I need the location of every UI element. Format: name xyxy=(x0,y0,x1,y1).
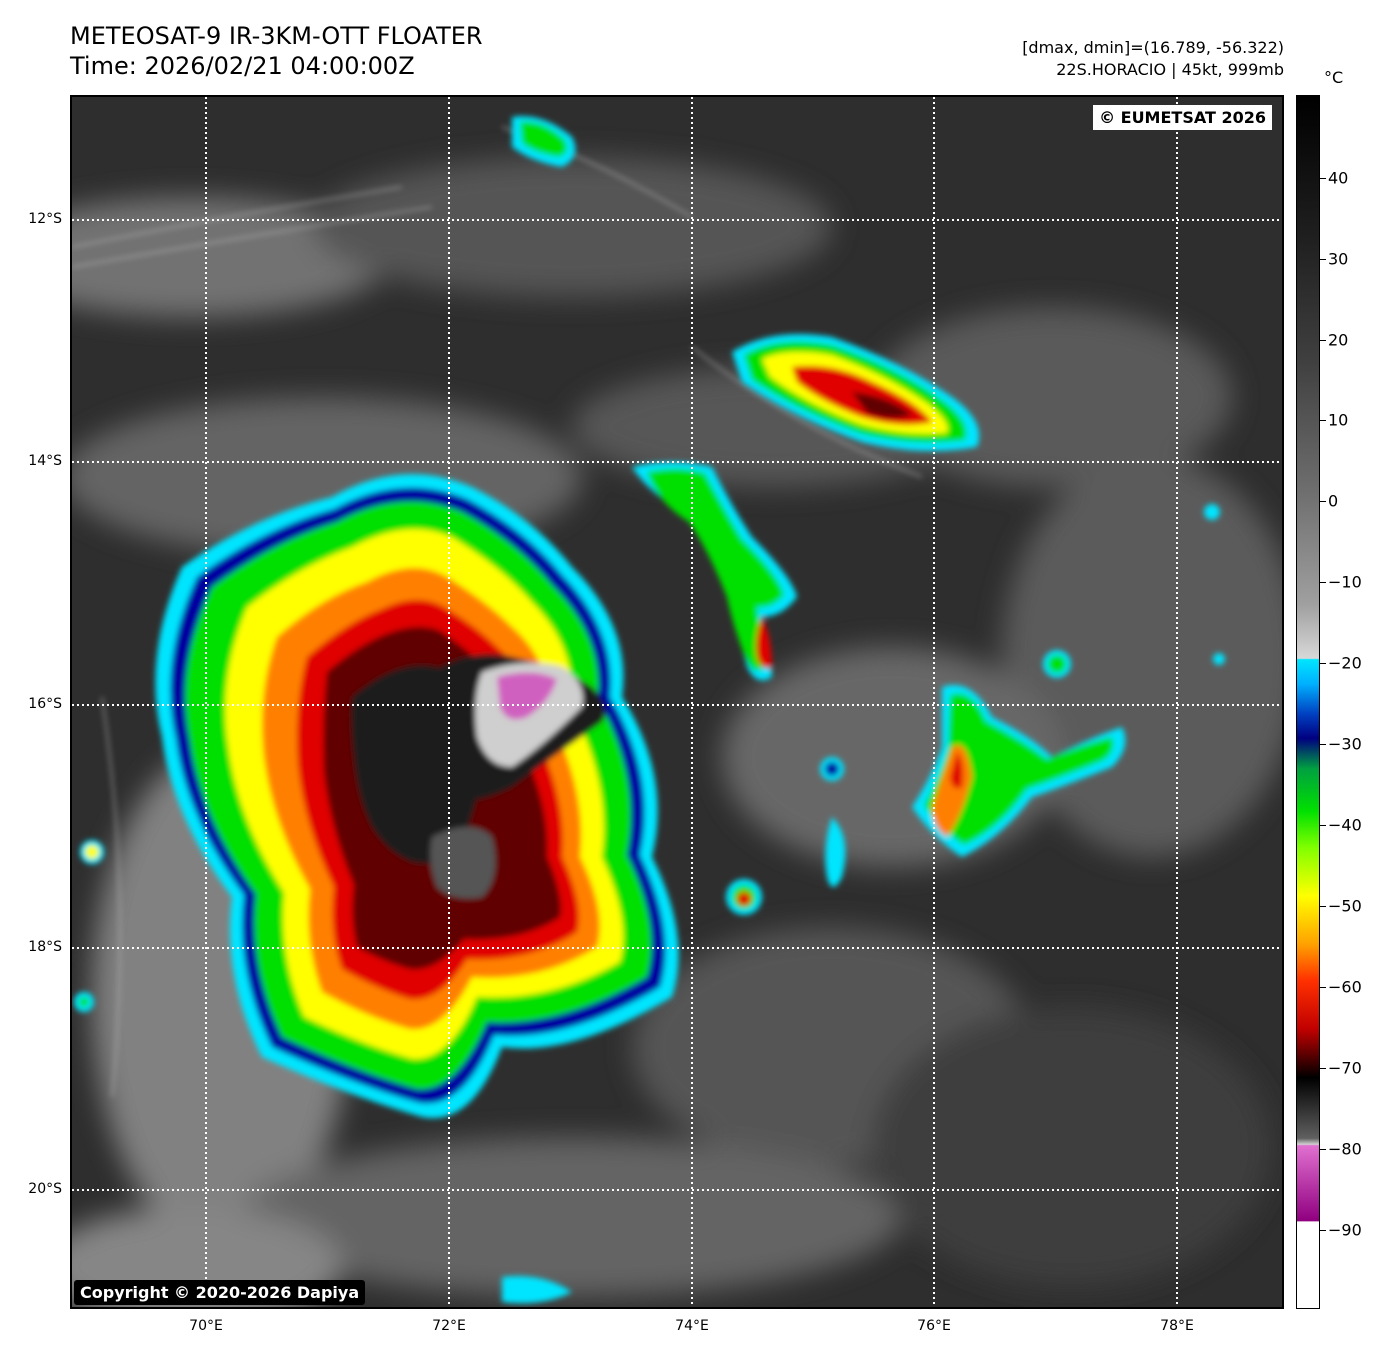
title-satellite: METEOSAT-9 IR-3KM-OTT FLOATER xyxy=(70,22,483,50)
colorbar-tick xyxy=(1320,744,1326,745)
colorbar-tick xyxy=(1320,663,1326,664)
colorbar-tick xyxy=(1320,1068,1326,1069)
colorbar-label-20: 20 xyxy=(1328,330,1349,350)
eumetsat-credit: © EUMETSAT 2026 xyxy=(1093,105,1272,130)
lon-label-72e: 72°E xyxy=(432,1318,466,1334)
colorbar-label-minus30: −30 xyxy=(1328,734,1362,754)
stats-line: [dmax, dmin]=(16.789, -56.322) xyxy=(1022,38,1284,57)
dapiya-credit: Copyright © 2020-2026 Dapiya xyxy=(74,1280,366,1305)
colorbar-tick xyxy=(1320,501,1326,502)
colorbar-tick xyxy=(1320,420,1326,421)
colorbar-label-0: 0 xyxy=(1328,491,1339,511)
lon-label-70e: 70°E xyxy=(189,1318,223,1334)
lat-label-12s: 12°S xyxy=(28,211,62,227)
colorbar-unit: °C xyxy=(1324,68,1344,87)
colorbar-tick xyxy=(1320,825,1326,826)
lon-label-74e: 74°E xyxy=(675,1318,709,1334)
colorbar-tick xyxy=(1320,987,1326,988)
colorbar-label-40: 40 xyxy=(1328,168,1349,188)
colorbar-label-minus70: −70 xyxy=(1328,1058,1362,1078)
colorbar-tick xyxy=(1320,582,1326,583)
colorbar-label-minus40: −40 xyxy=(1328,815,1362,835)
colorbar-tick xyxy=(1320,1230,1326,1231)
title-time: Time: 2026/02/21 04:00:00Z xyxy=(70,52,415,80)
colorbar-tick xyxy=(1320,259,1326,260)
colorbar-label-30: 30 xyxy=(1328,249,1349,269)
colorbar-label-minus60: −60 xyxy=(1328,977,1362,997)
storm-line: 22S.HORACIO | 45kt, 999mb xyxy=(1056,60,1284,79)
colorbar-label-minus10: −10 xyxy=(1328,572,1362,592)
lat-label-16s: 16°S xyxy=(28,696,62,712)
colorbar-tick xyxy=(1320,178,1326,179)
lat-label-18s: 18°S xyxy=(28,939,62,955)
colorbar-tick xyxy=(1320,906,1326,907)
colorbar xyxy=(1296,95,1320,1309)
lon-label-78e: 78°E xyxy=(1160,1318,1194,1334)
colorbar-label-minus20: −20 xyxy=(1328,653,1362,673)
graticule xyxy=(72,97,1282,1307)
lat-label-14s: 14°S xyxy=(28,453,62,469)
colorbar-tick xyxy=(1320,340,1326,341)
satellite-map: © EUMETSAT 2026 Copyright © 2020-2026 Da… xyxy=(70,95,1284,1309)
colorbar-label-minus90: −90 xyxy=(1328,1220,1362,1240)
lat-label-20s: 20°S xyxy=(28,1181,62,1197)
colorbar-label-minus80: −80 xyxy=(1328,1139,1362,1159)
colorbar-label-10: 10 xyxy=(1328,410,1349,430)
ir-imagery xyxy=(72,97,1282,1307)
colorbar-tick xyxy=(1320,1149,1326,1150)
lon-label-76e: 76°E xyxy=(917,1318,951,1334)
colorbar-label-minus50: −50 xyxy=(1328,896,1362,916)
